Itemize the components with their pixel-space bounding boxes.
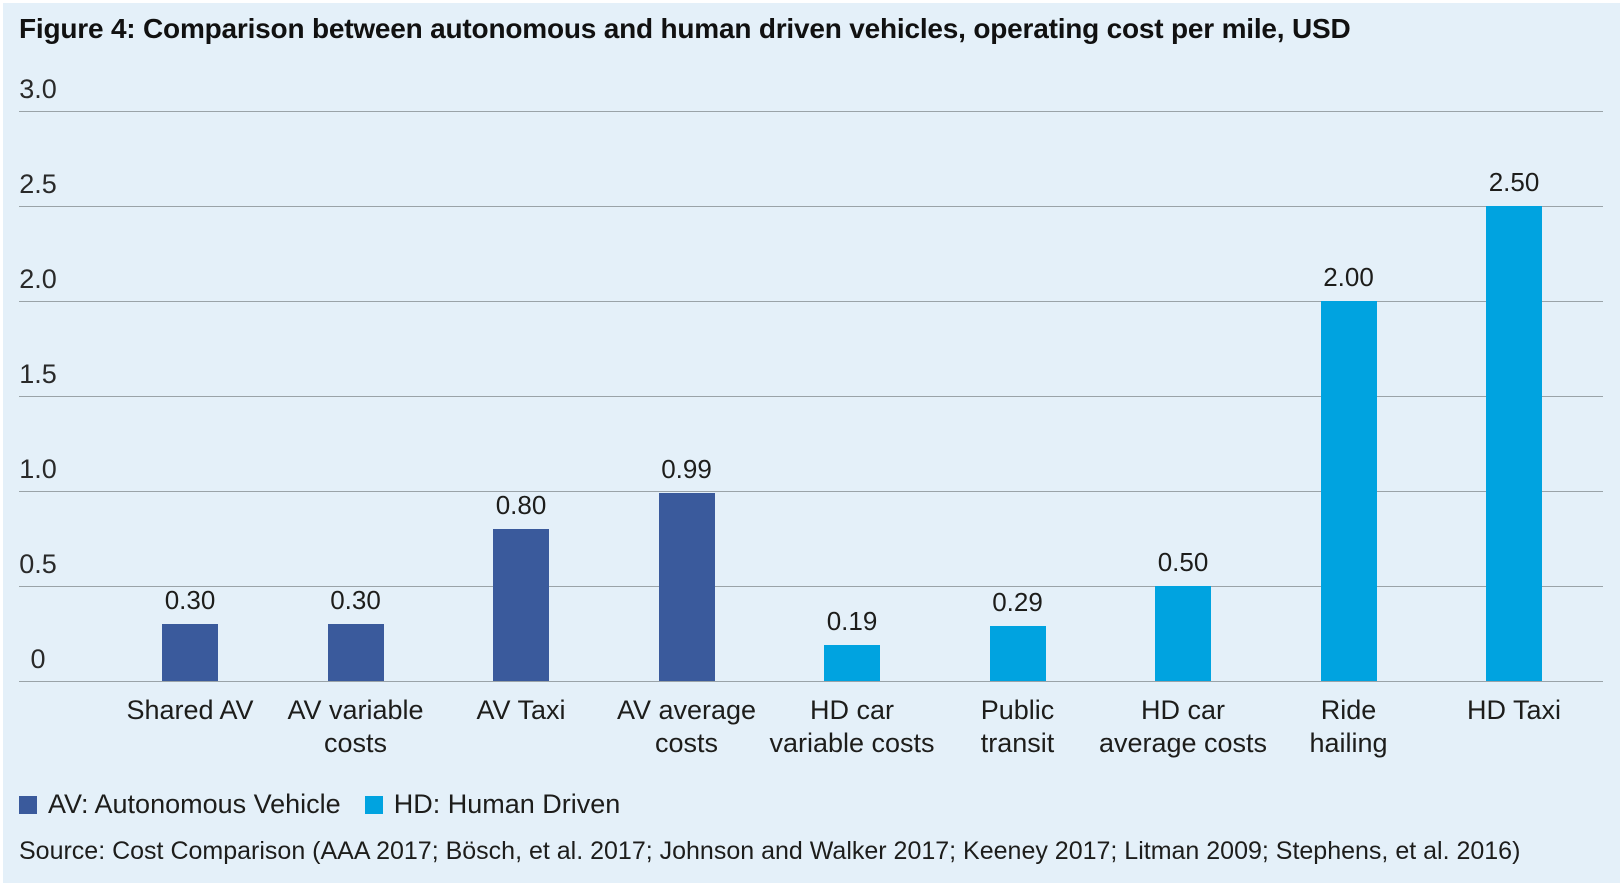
y-tick-label: 1.5 bbox=[19, 359, 57, 389]
category-label: AV variable costs bbox=[256, 694, 456, 760]
gridline bbox=[19, 301, 1603, 302]
bar-value-label: 2.50 bbox=[1488, 167, 1540, 197]
category-label-line: HD car bbox=[1140, 695, 1225, 725]
category-label-line: HD car bbox=[809, 695, 894, 725]
bar-shared-av bbox=[162, 624, 218, 681]
category-label: Shared AV bbox=[90, 694, 290, 727]
y-tick-label: 0.5 bbox=[19, 549, 57, 579]
category-label-line: costs bbox=[323, 728, 388, 758]
category-label: AV Taxi bbox=[421, 694, 621, 727]
chart-title: Figure 4: Comparison between autonomous … bbox=[19, 13, 1351, 44]
category-label-line: costs bbox=[654, 728, 719, 758]
bar-public-transit bbox=[989, 625, 1046, 681]
bar-value-label: 0.30 bbox=[330, 585, 381, 615]
y-tick-label: 1.0 bbox=[19, 454, 57, 484]
bar-value-label: 0.19 bbox=[826, 605, 878, 636]
bar-value-label: 0.80 bbox=[495, 490, 547, 520]
bar-value-label: 0.30 bbox=[164, 585, 216, 615]
category-label-line: transit bbox=[980, 728, 1055, 758]
bar-value-label: 2.00 bbox=[1323, 262, 1374, 292]
bar-hd-taxi bbox=[1486, 206, 1542, 681]
gridline bbox=[19, 396, 1603, 397]
legend-label: HD: Human Driven bbox=[393, 789, 621, 819]
category-label-line: HD Taxi bbox=[1466, 695, 1562, 725]
category-label: Ride hailing bbox=[1249, 694, 1449, 760]
legend-item-av: AV: Autonomous Vehicle bbox=[19, 789, 341, 820]
category-label: Public transit bbox=[918, 694, 1118, 760]
y-tick-label: 0 bbox=[30, 644, 46, 674]
gridline bbox=[19, 586, 1603, 587]
legend-item-hd: HD: Human Driven bbox=[364, 789, 621, 820]
category-label-line: hailing bbox=[1309, 728, 1388, 758]
bar-value-label: 0.29 bbox=[992, 586, 1043, 617]
legend: AV: Autonomous Vehicle HD: Human Driven bbox=[19, 789, 620, 820]
category-label-line: average costs bbox=[1098, 728, 1268, 758]
legend-swatch-av bbox=[19, 795, 37, 814]
category-label: HD car average costs bbox=[1083, 694, 1283, 760]
category-label-line: Shared AV bbox=[126, 695, 254, 725]
category-label-line: AV variable bbox=[287, 695, 424, 725]
category-label-line: Public bbox=[980, 695, 1055, 725]
source-note: Source: Cost Comparison (AAA 2017; Bösch… bbox=[19, 837, 1521, 865]
y-tick-label: 3.0 bbox=[19, 74, 57, 104]
legend-swatch-hd bbox=[364, 795, 383, 814]
gridline bbox=[19, 491, 1603, 492]
gridline bbox=[19, 111, 1603, 112]
category-label: AV average costs bbox=[587, 694, 787, 760]
category-label-line: Ride bbox=[1320, 695, 1377, 725]
category-label-line: AV Taxi bbox=[476, 695, 566, 725]
plot-area: 3.0 2.5 2.0 1.5 1.0 0.5 0 0.30 Shared AV 0.30 AV v… bbox=[3, 3, 1620, 883]
bar-av-variable-costs bbox=[327, 624, 384, 681]
bar-av-taxi bbox=[493, 529, 549, 681]
bar-hd-car-variable-costs bbox=[824, 644, 880, 681]
bar-ride-hailing bbox=[1320, 301, 1377, 681]
category-label: HD car variable costs bbox=[752, 694, 952, 760]
y-tick-label: 2.0 bbox=[19, 264, 57, 294]
bar-hd-car-average-costs bbox=[1155, 586, 1211, 681]
y-tick-label: 2.5 bbox=[19, 169, 57, 199]
gridline bbox=[19, 206, 1603, 207]
legend-label: AV: Autonomous Vehicle bbox=[48, 789, 341, 819]
category-label: HD Taxi bbox=[1414, 694, 1614, 727]
bar-value-label: 0.99 bbox=[661, 453, 712, 484]
bar-value-label: 0.50 bbox=[1157, 547, 1209, 577]
category-label-line: AV average bbox=[616, 695, 757, 725]
gridline bbox=[19, 681, 1603, 682]
bar-av-average-costs bbox=[658, 492, 715, 681]
category-label-line: variable costs bbox=[769, 728, 935, 758]
